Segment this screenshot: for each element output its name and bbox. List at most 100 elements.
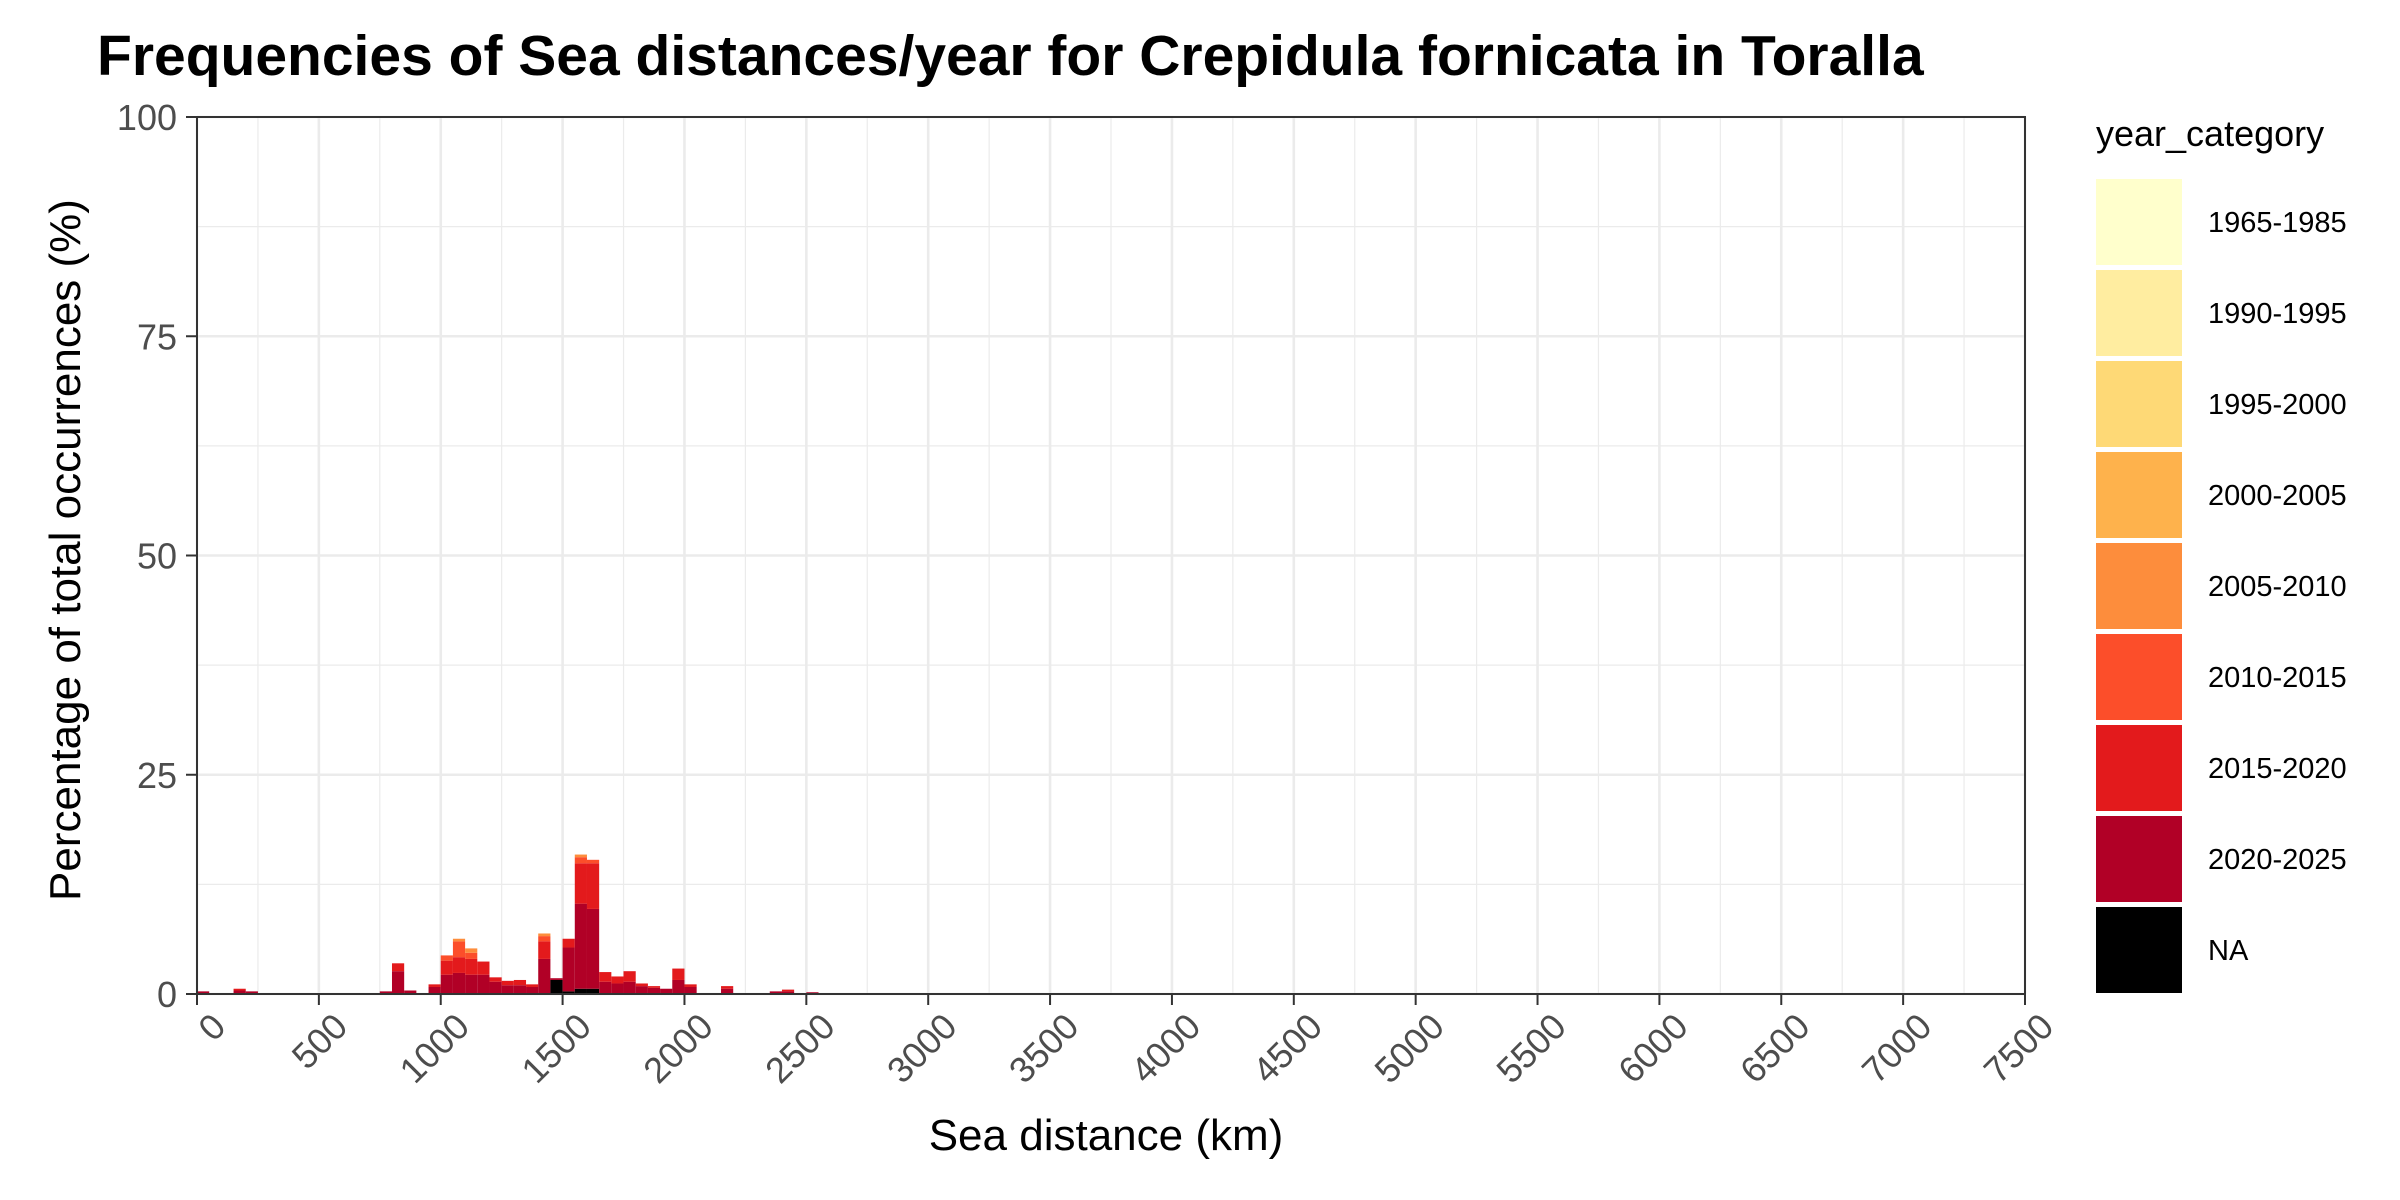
legend: year_category 1965-1985 1990-1995 1995-200… [2096, 113, 2347, 993]
bar-segment [538, 958, 551, 994]
bar-segment [574, 863, 587, 904]
y-tick-label: 100 [117, 97, 177, 138]
y-axis-tick-labels: 0 25 50 75 100 [117, 97, 177, 1015]
legend-key [2096, 907, 2182, 993]
bar-segment [635, 983, 648, 987]
legend-label: 1990-1995 [2208, 298, 2347, 330]
bar-segment [465, 974, 478, 994]
x-tick-label: 500 [284, 1005, 355, 1076]
bar-segment [550, 979, 563, 994]
x-tick-label: 6000 [1610, 1005, 1696, 1091]
bar-segment [562, 991, 575, 994]
legend-key [2096, 543, 2182, 629]
bar-segment [440, 974, 453, 994]
bars [197, 854, 819, 994]
x-tick-label: 3500 [1001, 1005, 1087, 1091]
legend-key [2096, 452, 2182, 538]
bar-segment [574, 854, 587, 858]
bar-segment [684, 986, 697, 994]
bar-segment [391, 963, 405, 972]
legend-key [2096, 816, 2182, 902]
bar-segment [562, 938, 575, 948]
bar-segment [672, 979, 685, 994]
bar-segment [672, 968, 685, 980]
legend-title: year_category [2096, 113, 2324, 154]
bar-segment [538, 936, 551, 942]
x-axis-tick-labels: 0 500 1000 1500 2000 2500 3000 3500 4000 4500 5000… [190, 1005, 2061, 1091]
bar-segment [769, 991, 782, 994]
x-tick-label: 2000 [635, 1005, 721, 1091]
bar-segment [721, 986, 734, 989]
legend-label: 1995-2000 [2208, 389, 2347, 421]
bar-segment [611, 983, 624, 994]
bar-segment [452, 941, 466, 958]
legend-label: 2010-2015 [2208, 662, 2347, 694]
bar-segment [391, 971, 405, 994]
legend-key [2096, 179, 2182, 265]
bar-segment [574, 857, 587, 864]
bar-segment [513, 979, 527, 986]
bar-segment [586, 859, 600, 864]
legend-key [2096, 270, 2182, 356]
bar-segment [513, 985, 527, 994]
x-tick-label: 4500 [1245, 1005, 1331, 1091]
legend-key [2096, 361, 2182, 447]
x-axis-title: Sea distance (km) [929, 1111, 1284, 1160]
bar-segment [526, 984, 539, 987]
bar-segment [501, 985, 514, 994]
bar-segment [465, 952, 478, 959]
bar-segment [586, 988, 600, 994]
bar-segment [574, 903, 587, 989]
bar-segment [562, 947, 575, 992]
x-tick-label: 7000 [1854, 1005, 1940, 1091]
bar-segment [233, 990, 246, 994]
bar-segment [452, 938, 466, 942]
y-tick-label: 75 [137, 316, 177, 357]
x-tick-label: 3000 [879, 1005, 965, 1091]
bar-segment [501, 980, 514, 986]
bar-segment [379, 991, 392, 994]
x-tick-label: 0 [190, 1005, 233, 1048]
y-axis-title: Percentage of total occurrences (%) [41, 199, 90, 901]
bar-segment [781, 991, 795, 994]
bar-segment [477, 974, 490, 994]
x-tick-label: 5000 [1366, 1005, 1452, 1091]
legend-key [2096, 634, 2182, 720]
bar-segment [574, 988, 587, 994]
bar-segment [440, 955, 453, 961]
bar-segment [452, 972, 466, 994]
bar-segment [233, 988, 246, 991]
y-tick-label: 50 [137, 536, 177, 577]
legend-label: 2000-2005 [2208, 480, 2347, 512]
x-tick-label: 5500 [1488, 1005, 1574, 1091]
bar-segment [623, 971, 636, 982]
bar-segment [245, 991, 258, 994]
legend-label: 2020-2025 [2208, 844, 2347, 876]
legend-key [2096, 725, 2182, 811]
legend-label: 2015-2020 [2208, 753, 2347, 785]
legend-label: 2005-2010 [2208, 571, 2347, 603]
x-tick-label: 2500 [757, 1005, 843, 1091]
bar-segment [489, 977, 502, 982]
x-tick-label: 1500 [513, 1005, 599, 1091]
bar-segment [599, 981, 612, 994]
bar-segment [660, 988, 673, 994]
bar-segment [477, 961, 490, 975]
bar-segment [623, 981, 636, 994]
bar-segment [611, 976, 624, 984]
bar-segment [586, 863, 600, 909]
x-tick-label: 4000 [1123, 1005, 1209, 1091]
bar-segment [404, 990, 417, 994]
x-tick-label: 7500 [1976, 1005, 2062, 1091]
legend-items: 1965-1985 1990-1995 1995-2000 2000-2005 2005… [2096, 179, 2347, 993]
bar-segment [550, 978, 563, 980]
axis-ticks [186, 116, 2026, 1005]
bar-segment [599, 972, 612, 982]
y-tick-label: 25 [137, 755, 177, 796]
bar-segment [647, 986, 661, 988]
y-tick-label: 0 [157, 974, 177, 1015]
bar-segment [489, 981, 502, 994]
bar-segment [647, 987, 661, 994]
bar-segment [538, 941, 551, 959]
